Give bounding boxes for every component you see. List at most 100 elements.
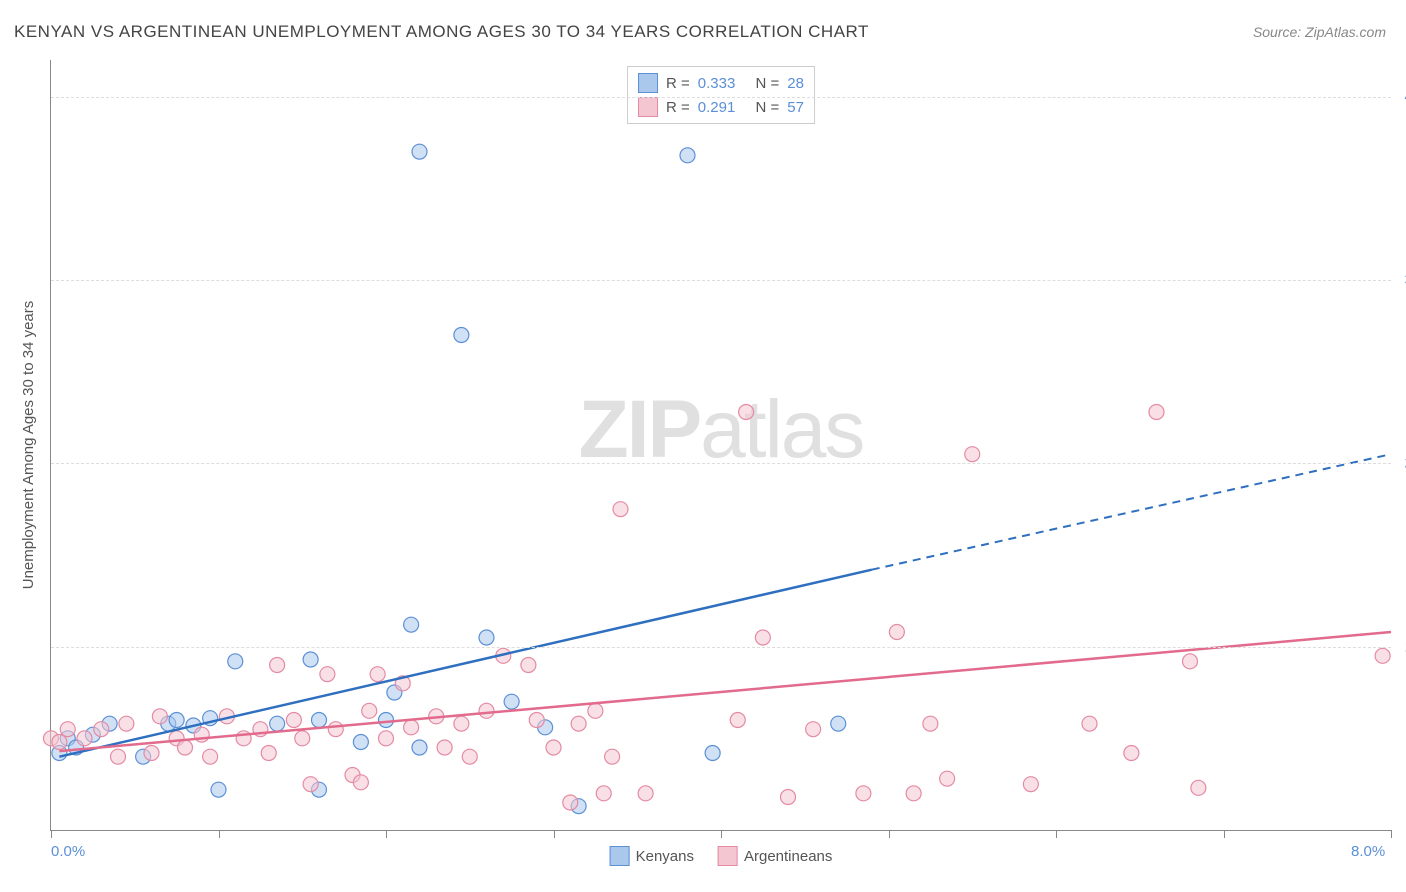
legend-row-argentineans: R = 0.291 N = 57: [638, 95, 804, 119]
data-point: [370, 667, 385, 682]
data-point: [462, 749, 477, 764]
data-point: [94, 722, 109, 737]
data-point: [312, 713, 327, 728]
grid-line: [51, 280, 1391, 281]
data-point: [119, 716, 134, 731]
data-point: [353, 775, 368, 790]
data-point: [781, 790, 796, 805]
data-point: [295, 731, 310, 746]
x-tick: [721, 830, 722, 838]
x-tick: [51, 830, 52, 838]
data-point: [379, 731, 394, 746]
n-label: N =: [756, 99, 780, 116]
data-point: [856, 786, 871, 801]
data-point: [605, 749, 620, 764]
data-point: [228, 654, 243, 669]
trend-line-dashed: [872, 454, 1391, 569]
data-point: [353, 735, 368, 750]
data-point: [303, 652, 318, 667]
plot-area: ZIPatlas R = 0.333 N = 28 R = 0.291 N = …: [50, 60, 1391, 831]
data-point: [479, 703, 494, 718]
data-point: [412, 144, 427, 159]
n-value-argentineans: 57: [787, 99, 804, 116]
x-tick: [219, 830, 220, 838]
data-point: [596, 786, 611, 801]
y-axis-title: Unemployment Among Ages 30 to 34 years: [20, 301, 37, 590]
data-point: [479, 630, 494, 645]
data-point: [965, 447, 980, 462]
data-point: [286, 713, 301, 728]
data-point: [404, 617, 419, 632]
data-point: [680, 148, 695, 163]
data-point: [211, 782, 226, 797]
data-point: [521, 658, 536, 673]
trend-line: [59, 632, 1391, 751]
data-point: [60, 722, 75, 737]
x-tick: [1224, 830, 1225, 838]
data-point: [437, 740, 452, 755]
grid-line: [51, 463, 1391, 464]
data-point: [529, 713, 544, 728]
x-tick-label: 0.0%: [51, 843, 85, 860]
data-point: [588, 703, 603, 718]
data-point: [144, 746, 159, 761]
data-point: [111, 749, 126, 764]
r-label: R =: [666, 99, 690, 116]
data-point: [152, 709, 167, 724]
data-point: [270, 716, 285, 731]
chart-title: KENYAN VS ARGENTINEAN UNEMPLOYMENT AMONG…: [14, 22, 869, 42]
data-point: [1082, 716, 1097, 731]
data-point: [923, 716, 938, 731]
data-point: [889, 625, 904, 640]
data-point: [806, 722, 821, 737]
data-point: [705, 746, 720, 761]
legend-item-kenyans: Kenyans: [610, 846, 694, 866]
data-point: [412, 740, 427, 755]
x-tick: [554, 830, 555, 838]
data-point: [613, 502, 628, 517]
series-legend: Kenyans Argentineans: [610, 846, 833, 866]
data-point: [940, 771, 955, 786]
data-point: [1149, 405, 1164, 420]
data-point: [379, 713, 394, 728]
legend-item-argentineans: Argentineans: [718, 846, 832, 866]
data-point: [178, 740, 193, 755]
data-point: [831, 716, 846, 731]
data-point: [1191, 780, 1206, 795]
data-point: [571, 716, 586, 731]
data-point: [1183, 654, 1198, 669]
chart-svg: [51, 60, 1391, 830]
data-point: [454, 716, 469, 731]
data-point: [320, 667, 335, 682]
data-point: [52, 735, 67, 750]
data-point: [404, 720, 419, 735]
data-point: [303, 777, 318, 792]
swatch-argentineans: [638, 97, 658, 117]
data-point: [77, 731, 92, 746]
grid-line: [51, 647, 1391, 648]
n-label: N =: [756, 75, 780, 92]
data-point: [1375, 648, 1390, 663]
data-point: [906, 786, 921, 801]
x-tick-label: 8.0%: [1351, 843, 1385, 860]
r-value-argentineans: 0.291: [698, 99, 736, 116]
source-label: Source: ZipAtlas.com: [1253, 24, 1386, 40]
legend-label-argentineans: Argentineans: [744, 848, 832, 865]
data-point: [1124, 746, 1139, 761]
data-point: [454, 328, 469, 343]
data-point: [169, 713, 184, 728]
grid-line: [51, 97, 1391, 98]
legend-label-kenyans: Kenyans: [636, 848, 694, 865]
legend-row-kenyans: R = 0.333 N = 28: [638, 71, 804, 95]
data-point: [563, 795, 578, 810]
x-tick: [1391, 830, 1392, 838]
data-point: [1023, 777, 1038, 792]
data-point: [328, 722, 343, 737]
x-tick: [889, 830, 890, 838]
data-point: [261, 746, 276, 761]
data-point: [755, 630, 770, 645]
data-point: [203, 749, 218, 764]
r-label: R =: [666, 75, 690, 92]
data-point: [546, 740, 561, 755]
x-tick: [1056, 830, 1057, 838]
